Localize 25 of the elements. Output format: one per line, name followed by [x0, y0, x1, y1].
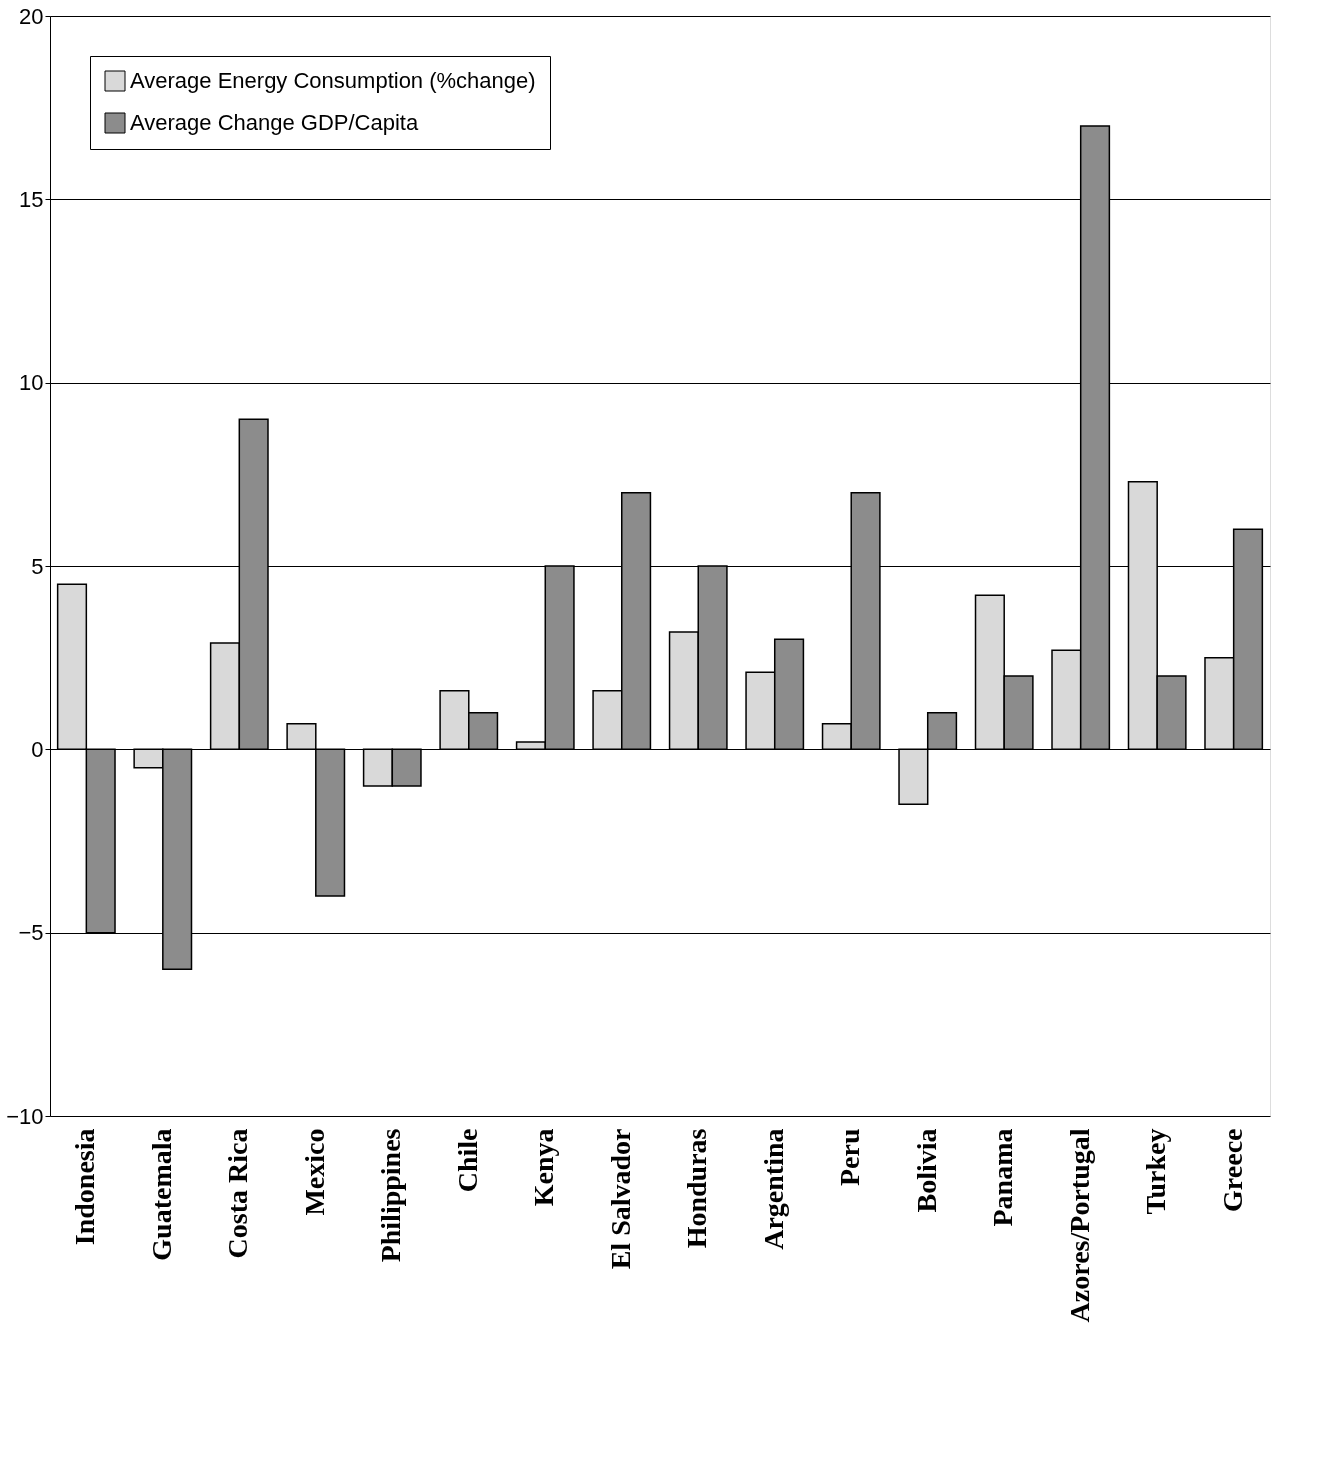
y-tick-label: −5 — [18, 920, 44, 946]
x-tick-label: Argentina — [757, 1128, 789, 1250]
x-tick-label: El Salvador — [604, 1128, 636, 1270]
y-tick-label: 10 — [19, 370, 44, 396]
y-tick-label: 15 — [19, 186, 44, 212]
x-tick-label: Peru — [834, 1128, 866, 1187]
x-tick-label: Indonesia — [69, 1128, 101, 1246]
x-tick-label: Kenya — [528, 1128, 560, 1207]
legend-label: Average Energy Consumption (%change) — [130, 68, 536, 93]
x-tick-label: Costa Rica — [222, 1128, 254, 1259]
x-tick-label: Bolivia — [910, 1128, 942, 1213]
x-tick-label: Panama — [987, 1128, 1019, 1227]
y-tick-label: 5 — [31, 553, 44, 579]
x-tick-label: Guatemala — [145, 1128, 177, 1261]
y-tick-label: 20 — [19, 3, 44, 29]
x-tick-label: Philippines — [375, 1128, 407, 1263]
x-tick-label: Greece — [1216, 1128, 1248, 1212]
y-tick-label: 0 — [31, 736, 44, 762]
y-tick-label: −10 — [6, 1103, 44, 1129]
x-tick-label: Honduras — [681, 1128, 713, 1249]
x-tick-label: Azores/Portugal — [1063, 1128, 1095, 1323]
x-tick-label: Turkey — [1140, 1128, 1172, 1215]
legend-label: Average Change GDP/Capita — [130, 110, 419, 135]
x-tick-label: Mexico — [298, 1128, 330, 1216]
x-tick-label: Chile — [451, 1128, 483, 1193]
